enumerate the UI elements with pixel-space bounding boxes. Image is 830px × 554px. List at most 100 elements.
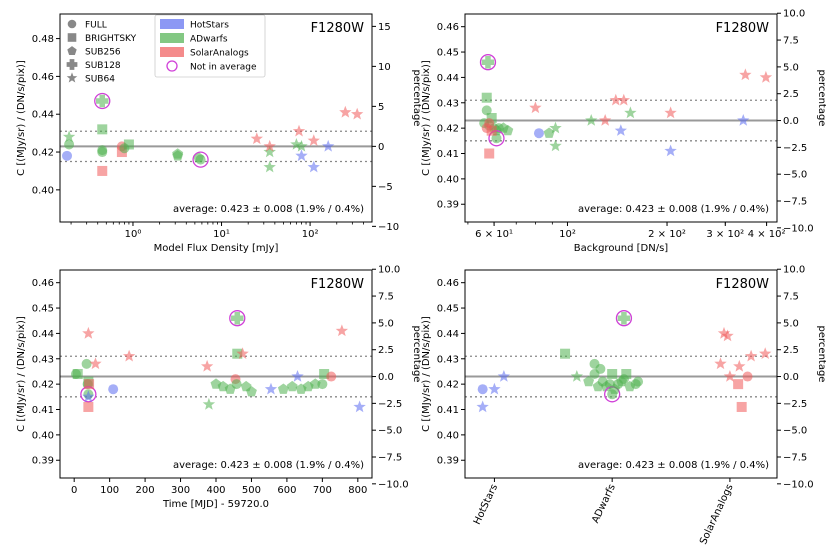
- data-point: [664, 106, 677, 119]
- pct-tick-label: 5: [378, 102, 384, 113]
- legend: FULL BRIGHTSKY SUB256 SUB128 SUB64 HotStars AD…: [66, 14, 266, 85]
- data-point: [307, 160, 320, 173]
- not-in-average-ring: [229, 310, 246, 327]
- y-tick-label: 0.39: [32, 456, 54, 467]
- data-point: [317, 379, 328, 390]
- data-point: [335, 324, 348, 337]
- data-point: [96, 94, 109, 108]
- data-point: [617, 311, 631, 325]
- data-point: [307, 134, 320, 146]
- pct-tick-label: 10.0: [783, 9, 805, 20]
- plot-frame: [464, 269, 778, 479]
- x-tick-label: 10¹: [213, 229, 230, 240]
- x-tick-label: 0: [71, 485, 77, 496]
- panel-title: F1280W: [311, 277, 365, 292]
- y-tick-label: 0.45: [32, 304, 54, 315]
- data-point: [481, 92, 492, 103]
- data-points: [479, 54, 773, 159]
- pct-tick-label: −5: [378, 182, 393, 193]
- data-point: [614, 124, 627, 136]
- data-point: [742, 371, 753, 382]
- y-tick-label: 0.46: [437, 278, 459, 289]
- pct-tick-label: 2.5: [378, 345, 394, 356]
- y-tick-label: 0.46: [32, 72, 54, 83]
- data-point: [108, 384, 119, 395]
- data-point: [736, 401, 747, 412]
- data-point: [621, 369, 632, 379]
- data-point: [585, 114, 598, 126]
- y-tick-label: 0.43: [32, 354, 54, 365]
- data-point: [292, 124, 306, 137]
- data-point: [231, 379, 242, 390]
- y-axis-right-label: percentage: [816, 70, 827, 127]
- pct-tick-label: −5.0: [783, 170, 807, 181]
- data-point: [319, 369, 330, 379]
- data-point: [82, 390, 95, 403]
- data-point: [609, 93, 622, 106]
- y-tick-label: 0.41: [437, 149, 459, 160]
- pentagon-legend-marker: [67, 46, 77, 55]
- plus-legend-marker: [66, 59, 78, 70]
- not-in-average-ring: [192, 151, 209, 168]
- x-tick-label: 10²: [302, 229, 319, 240]
- plot-frame: [464, 13, 778, 223]
- data-point: [263, 145, 276, 158]
- pct-tick-label: −7.5: [783, 197, 807, 208]
- y-tick-label: 0.42: [32, 148, 54, 159]
- data-points: [476, 310, 772, 413]
- data-point: [733, 359, 746, 372]
- data-point: [291, 370, 304, 382]
- legend-label: Not in average: [190, 63, 257, 73]
- data-point: [486, 125, 497, 136]
- x-tick-label: 10⁰: [125, 229, 142, 240]
- data-point: [491, 133, 502, 144]
- pct-tick-label: −2.5: [783, 143, 807, 154]
- y-axis-right-label: percentage: [411, 70, 422, 127]
- panel-3: 0.39 0.40 0.41 0.42 0.43 0.44 0.45 0.46 −10.0 −7.…: [16, 265, 422, 510]
- not-in-average-ring: [479, 54, 497, 71]
- data-point: [624, 106, 637, 119]
- not-in-average-ring: [94, 92, 111, 110]
- x-tick-label: 300: [171, 485, 190, 496]
- data-point: [759, 70, 773, 83]
- panel-title: F1280W: [716, 277, 770, 292]
- star-legend-marker: [66, 72, 78, 83]
- x-category-label: SolarAnalogs: [698, 483, 736, 547]
- pct-tick-label: −5.0: [783, 426, 807, 437]
- pct-tick-label: 10.0: [783, 265, 805, 276]
- data-point: [62, 130, 76, 143]
- data-point: [484, 118, 495, 129]
- data-point: [202, 397, 216, 410]
- y-tick-label: 0.44: [32, 110, 54, 121]
- data-points: [70, 310, 366, 413]
- pct-tick-label: −7.5: [783, 453, 807, 464]
- pct-tick-label: 0: [378, 142, 384, 153]
- data-point: [481, 55, 495, 69]
- pct-tick-label: 7.5: [378, 292, 394, 303]
- data-point: [82, 326, 95, 339]
- data-points: [62, 92, 364, 176]
- pct-tick-label: −10: [378, 222, 399, 233]
- data-point: [633, 376, 644, 387]
- legend-label: HotStars: [190, 21, 229, 31]
- x-axis-label: Time [MJD] - 59720.0: [162, 499, 269, 510]
- y-axis-label: C [(MJy/sr) / (DN/s/pix)]: [421, 316, 432, 432]
- y-tick-label: 0.42: [437, 380, 459, 391]
- y-tick-label: 0.41: [437, 405, 459, 416]
- data-point: [737, 114, 750, 126]
- pct-tick-label: −2.5: [783, 399, 807, 410]
- y-tick-label: 0.43: [437, 98, 459, 109]
- data-point: [733, 379, 744, 390]
- y-tick-label: 0.42: [437, 124, 459, 135]
- data-point: [543, 127, 555, 138]
- data-point: [759, 347, 772, 359]
- data-point: [123, 349, 136, 362]
- data-point: [617, 93, 630, 106]
- y-tick-label: 0.46: [32, 278, 54, 289]
- x-tick-label: 400: [206, 485, 225, 496]
- data-point: [570, 370, 583, 382]
- not-in-average-ring: [615, 310, 633, 327]
- data-point: [123, 139, 134, 150]
- data-point: [533, 128, 544, 139]
- x-tick-label: 500: [242, 485, 261, 496]
